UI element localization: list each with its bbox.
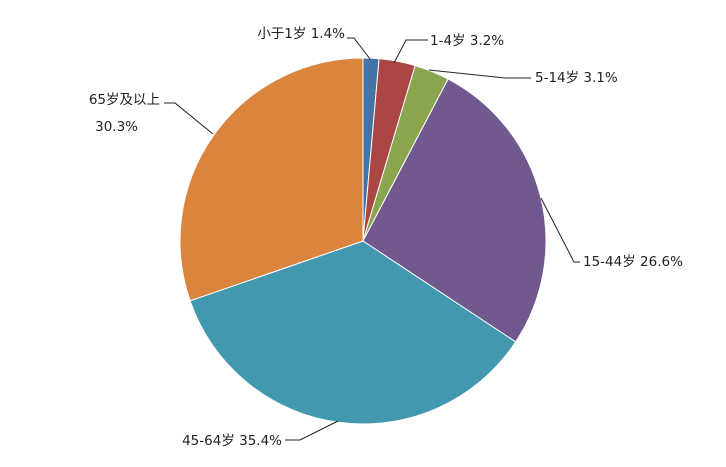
data-label: 15-44岁 26.6% [583, 254, 683, 270]
data-labels: 小于1岁 1.4% 1-4岁 3.2% 5-14岁 3.1% 15-44岁 26.6%… [89, 26, 683, 449]
data-label: 30.3% [95, 119, 138, 135]
leader-line [285, 420, 339, 441]
pie-slices [179, 57, 547, 425]
data-label: 小于1岁 1.4% [257, 26, 345, 42]
leader-lines [164, 37, 580, 441]
leader-line [540, 197, 580, 263]
data-label: 65岁及以上 [89, 92, 160, 108]
leader-line [347, 37, 371, 60]
pie-slice-6 [179, 57, 364, 302]
leader-line [428, 69, 531, 79]
pie-slice-5 [189, 240, 517, 425]
leader-line [164, 102, 214, 135]
data-label: 45-64岁 35.4% [182, 433, 282, 449]
data-label: 5-14岁 3.1% [535, 70, 618, 86]
leader-line [393, 39, 428, 64]
pie-slice-4 [362, 78, 547, 343]
data-label: 1-4岁 3.2% [430, 33, 504, 49]
